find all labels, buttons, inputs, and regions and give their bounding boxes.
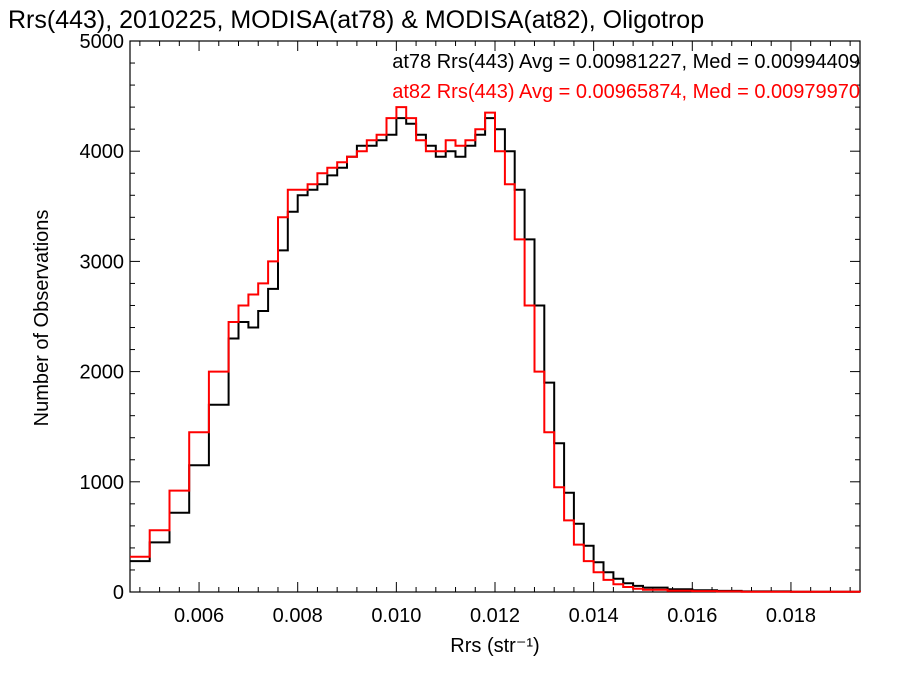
x-axis-label: Rrs (str⁻¹) [450, 635, 539, 657]
x-tick-label: 0.010 [371, 605, 421, 627]
stat-annotation-at82: at82 Rrs(443) Avg = 0.00965874, Med = 0.… [392, 81, 860, 103]
x-tick-label: 0.008 [273, 605, 323, 627]
x-tick-label: 0.016 [667, 605, 717, 627]
y-tick-label: 2000 [80, 362, 125, 384]
series-at82-line [130, 106, 861, 593]
series-at78-line [130, 117, 861, 593]
x-tick-label: 0.018 [766, 605, 816, 627]
x-tick-label: 0.006 [174, 605, 224, 627]
axis-ticks: 0.006 0.008 0.010 0.012 0.014 0.016 0.018 0 1000… [80, 31, 860, 627]
y-tick-label: 1000 [80, 472, 125, 494]
stat-annotation-at78: at78 Rrs(443) Avg = 0.00981227, Med = 0.… [392, 51, 860, 73]
y-tick-label: 5000 [80, 31, 125, 53]
chart-title: Rrs(443), 2010225, MODISA(at78) & MODISA… [8, 6, 704, 34]
x-tick-label: 0.012 [470, 605, 520, 627]
y-tick-label: 4000 [80, 141, 125, 163]
y-axis-label: Number of Observations [31, 210, 53, 427]
y-tick-label: 3000 [80, 251, 125, 273]
y-tick-label: 0 [113, 582, 124, 604]
x-tick-label: 0.014 [569, 605, 619, 627]
series-layer [130, 106, 861, 593]
